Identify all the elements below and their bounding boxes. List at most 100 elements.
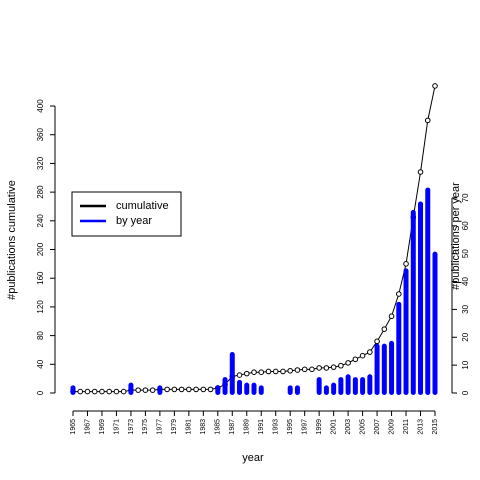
y2-tick-label: 0	[461, 390, 470, 395]
year-bar	[294, 385, 300, 395]
cumulative-point	[338, 362, 344, 369]
x-tick-label: 2001	[330, 419, 337, 435]
cumulative-point	[280, 368, 286, 375]
cumulative-point	[113, 388, 120, 395]
y-tick-label: 360	[36, 128, 45, 142]
y-tick-label: 320	[36, 156, 45, 170]
y-tick-label: 280	[36, 185, 45, 199]
year-bar	[215, 385, 221, 395]
y2-tick-label: 40	[461, 277, 470, 286]
cumulative-point	[309, 366, 315, 373]
year-bar	[338, 377, 344, 395]
year-bar	[352, 377, 358, 395]
cumulative-point	[149, 387, 156, 393]
cumulative-point	[359, 352, 366, 359]
cumulative-point	[178, 386, 185, 393]
legend-label: cumulative	[116, 200, 169, 212]
cumulative-point	[294, 367, 301, 373]
cumulative-point	[417, 169, 424, 175]
cumulative-point	[171, 386, 178, 393]
cumulative-point	[164, 386, 170, 393]
x-tick-label: 1969	[99, 419, 106, 435]
y2-tick-label: 70	[461, 193, 470, 202]
x-tick-label: 2007	[374, 419, 381, 435]
cumulative-point	[432, 83, 438, 89]
cumulative-point	[381, 326, 388, 332]
year-bar	[128, 382, 134, 395]
y-tick-label: 160	[36, 271, 45, 285]
cumulative-point	[84, 388, 91, 395]
y2-tick-label: 20	[461, 332, 470, 341]
x-tick-label: 1985	[215, 419, 222, 435]
cumulative-point	[135, 387, 141, 393]
year-bar	[374, 343, 380, 395]
x-tick-label: 1975	[142, 419, 149, 435]
cumulative-point	[272, 368, 279, 375]
cumulative-point	[120, 388, 127, 395]
x-tick-label: 2013	[417, 419, 424, 435]
y-axis-label: #publications cumulative	[6, 180, 18, 300]
year-bar	[287, 385, 293, 395]
cumulative-point	[301, 366, 308, 373]
y2-tick-label: 30	[461, 304, 470, 313]
cumulative-line	[73, 85, 436, 393]
cumulative-point	[424, 117, 431, 124]
year-bar	[389, 340, 395, 395]
year-bar	[222, 377, 228, 395]
year-bar	[157, 385, 163, 395]
x-tick-label: 1971	[113, 419, 120, 435]
cumulative-point	[367, 349, 373, 355]
cumulative-point	[396, 291, 402, 297]
y-tick-label: 400	[36, 99, 45, 113]
x-tick-label: 1987	[229, 419, 236, 435]
year-bar	[331, 382, 337, 395]
year-bar	[418, 201, 424, 395]
cumulative-point	[323, 365, 330, 371]
year-bar	[432, 251, 438, 395]
x-tick-label: 1983	[200, 419, 207, 435]
cumulative-point	[265, 368, 272, 375]
year-bar	[323, 385, 329, 395]
x-tick-label: 1997	[302, 419, 309, 435]
y-tick-label: 120	[36, 300, 45, 314]
cumulative-point	[193, 386, 199, 393]
cumulative-point	[316, 365, 322, 371]
cumulative-point	[388, 313, 395, 320]
x-tick-label: 1973	[128, 419, 135, 435]
cumulative-point	[352, 356, 359, 363]
x-tick-label: 1999	[316, 419, 323, 435]
y-tick-label: 200	[36, 242, 45, 256]
cumulative-point	[77, 388, 84, 395]
cumulative-point	[403, 261, 409, 267]
legend-label: by year	[116, 215, 152, 227]
cumulative-point	[142, 387, 149, 393]
year-bar	[396, 301, 402, 395]
x-tick-label: 2005	[359, 419, 366, 435]
year-bar	[360, 377, 366, 395]
y-tick-label: 240	[36, 214, 45, 228]
y2-tick-label: 50	[461, 249, 470, 258]
legend-box	[71, 191, 182, 237]
cumulative-point	[207, 386, 214, 393]
cumulative-point	[258, 369, 265, 375]
cumulative-point	[186, 386, 192, 393]
year-bar	[367, 374, 373, 395]
x-tick-label: 2009	[388, 419, 395, 435]
cumulative-point	[251, 369, 257, 375]
x-tick-label: 1979	[171, 419, 178, 435]
year-bar	[258, 385, 264, 395]
cumulative-point	[106, 388, 112, 395]
y-tick-label: 80	[36, 331, 45, 340]
cumulative-point	[330, 364, 337, 370]
y-tick-label: 40	[36, 359, 45, 368]
cumulative-point	[99, 388, 105, 395]
year-bar	[316, 377, 322, 395]
year-bar	[244, 382, 250, 395]
y-tick-label: 0	[36, 390, 45, 395]
x-tick-label: 2015	[432, 419, 439, 435]
x-tick-label: 1981	[186, 419, 193, 435]
year-bar	[410, 209, 416, 395]
y2-tick-label: 10	[461, 360, 470, 369]
x-tick-label: 1993	[273, 419, 280, 435]
